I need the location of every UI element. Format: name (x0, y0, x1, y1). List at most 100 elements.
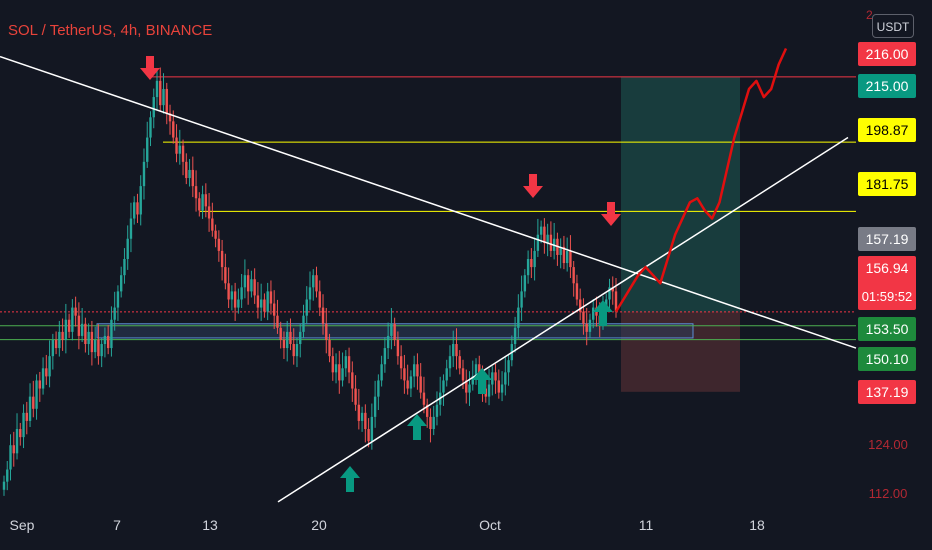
arrow-shaft (413, 426, 421, 440)
badge-label: 137.19 (866, 384, 909, 400)
candle-body (106, 335, 110, 349)
badge-background (858, 317, 916, 341)
candle-body (399, 356, 403, 369)
candle-body (217, 238, 221, 251)
candle-body (592, 307, 595, 320)
buy-arrow-icon (340, 466, 360, 492)
candle-body (517, 307, 520, 328)
candle-body (97, 339, 100, 357)
candle-body (543, 226, 546, 243)
candle-body (198, 198, 201, 211)
arrow-shaft (607, 202, 615, 214)
candle-body (448, 356, 452, 369)
candle-body (432, 416, 435, 430)
candle-body (351, 372, 354, 389)
x-tick-label: 20 (311, 517, 327, 533)
sell-arrow-icon (523, 174, 543, 198)
candle-body (253, 279, 256, 296)
candle-body (608, 287, 611, 300)
candle-body (77, 315, 81, 336)
candle-body (468, 384, 471, 393)
candle-body (168, 113, 172, 122)
candle-body (331, 356, 334, 373)
candle-body (185, 161, 188, 179)
badge-background (858, 256, 916, 310)
y-tick-label: 124.00 (868, 437, 908, 452)
candle-body (233, 291, 237, 308)
arrow-head (340, 466, 360, 478)
candle-body (386, 335, 390, 349)
candle-body (155, 80, 159, 98)
candle-body (367, 429, 370, 442)
candle-body (582, 311, 585, 324)
price-badge: 198.87 (858, 118, 916, 142)
candle-body (207, 206, 211, 219)
candle-body (188, 169, 191, 179)
candle-body (289, 331, 292, 345)
candle-body (64, 319, 68, 340)
candle-body (194, 186, 198, 199)
candle-body (90, 331, 94, 353)
candle-body (152, 97, 155, 118)
candle-body (325, 323, 328, 340)
candle-body (507, 360, 510, 373)
arrow-shaft (599, 312, 607, 326)
badge-label: 181.75 (866, 176, 909, 192)
candle-body (178, 145, 181, 154)
candle-body (230, 291, 234, 300)
candle-body (360, 412, 364, 421)
candle-body (500, 384, 504, 393)
candle-body (611, 287, 614, 292)
candle-body (162, 88, 165, 106)
arrow-head (601, 214, 621, 226)
candle-body (25, 412, 28, 421)
candle-body (338, 364, 341, 381)
candle-body (246, 275, 250, 292)
candle-body (465, 380, 468, 393)
candle-body (237, 299, 240, 308)
candle-body (419, 376, 422, 393)
candle-body (129, 218, 133, 239)
candle-body (491, 372, 494, 385)
candle-body (272, 303, 276, 316)
candle-body (175, 137, 178, 154)
top-price-label: 2 (866, 8, 873, 22)
buy-arrow-icon (593, 300, 613, 326)
badge-label: 153.50 (866, 321, 909, 337)
buy-arrow-icon (407, 414, 427, 440)
candle-body (146, 137, 149, 162)
candle-body (263, 299, 266, 312)
candle-body (123, 259, 126, 276)
candle-body (224, 267, 227, 284)
candle-body (201, 194, 204, 211)
candle-body (312, 275, 315, 288)
currency-button[interactable]: USDT (872, 14, 914, 38)
candle-body (425, 404, 429, 417)
candle-body (442, 380, 445, 393)
candle-body (530, 259, 533, 268)
candle-body (110, 319, 113, 349)
buy-arrow-icon (472, 368, 492, 394)
arrow-head (407, 414, 427, 426)
arrow-head (523, 186, 543, 198)
candle-body (334, 364, 338, 373)
candle-body (315, 275, 318, 292)
candle-body (142, 161, 146, 187)
candle-body (513, 327, 517, 345)
badge-background (858, 172, 916, 196)
candle-body (471, 376, 474, 385)
candle-body (341, 368, 344, 381)
candle-body (93, 339, 97, 353)
candle-body (390, 323, 393, 336)
sell-arrow-icon (140, 56, 160, 80)
candle-body (2, 481, 6, 490)
candle-body (48, 356, 51, 377)
candle-body (136, 202, 139, 215)
badge-background (858, 118, 916, 142)
candle-body (520, 291, 523, 308)
candles (2, 67, 618, 496)
candle-body (549, 234, 553, 251)
candle-body (159, 80, 162, 106)
candle-body (19, 429, 22, 438)
